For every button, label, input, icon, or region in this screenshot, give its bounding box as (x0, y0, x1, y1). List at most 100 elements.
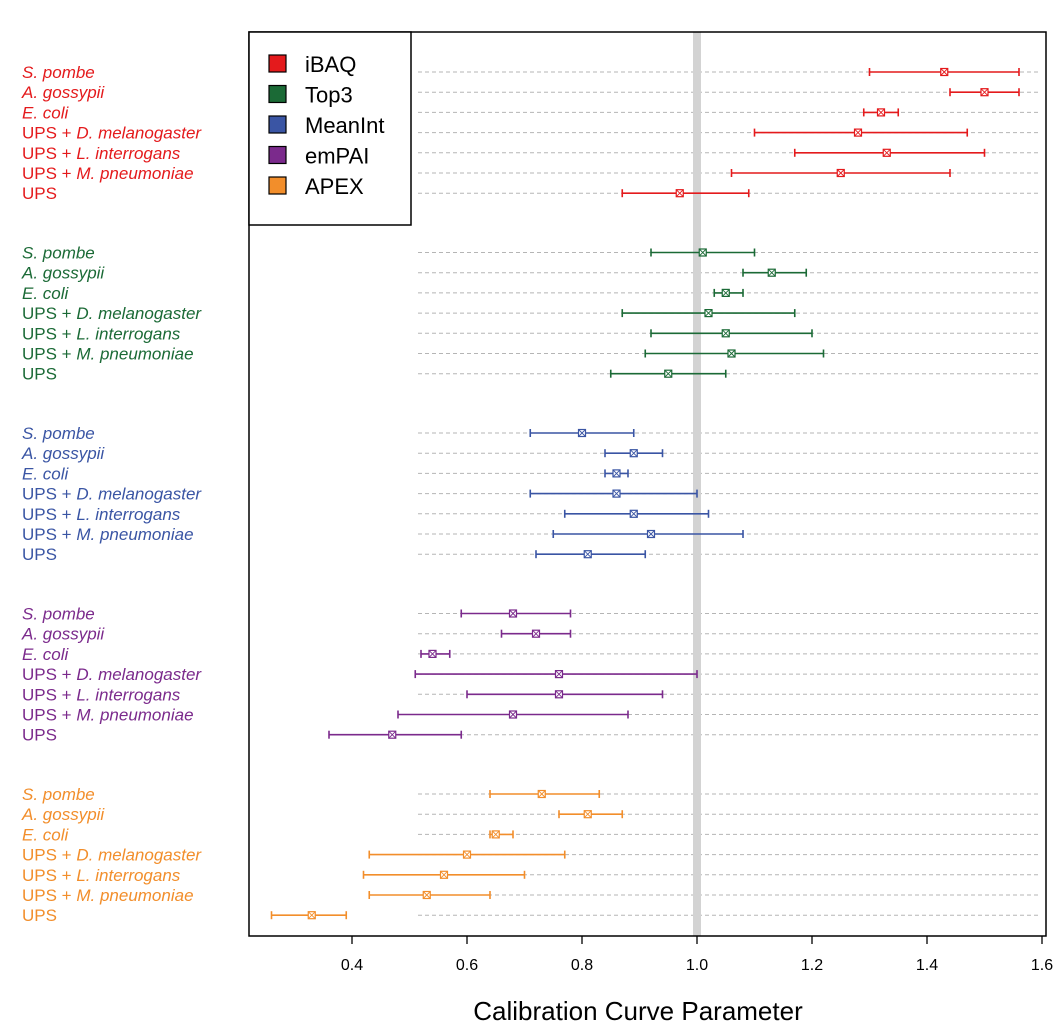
category-prefix: UPS + (22, 525, 76, 544)
category-organism: M. pneumoniae (76, 164, 193, 183)
point-marker-cross (877, 108, 885, 117)
category-label: UPS + M. pneumoniae (22, 525, 194, 544)
error-bar-top3 (644, 349, 825, 358)
x-tick-label: 0.6 (456, 957, 478, 974)
error-bar-top3 (650, 248, 756, 257)
x-tick-label: 1.2 (801, 957, 823, 974)
category-label: A. gossypii (21, 625, 105, 644)
point-marker-cross (509, 710, 517, 719)
category-organism: E. coli (22, 284, 70, 303)
category-prefix: UPS + (22, 124, 76, 143)
category-organism: S. pombe (22, 424, 95, 443)
point-marker-cross (721, 289, 730, 297)
error-bar-apex (489, 789, 601, 799)
category-prefix: UPS + (22, 706, 76, 725)
point-marker-cross (463, 850, 471, 859)
error-bar-top3 (650, 329, 813, 338)
category-organism: L. interrogans (76, 685, 180, 704)
category-organism: E. coli (22, 825, 70, 844)
error-bar-ibaq (730, 168, 951, 178)
point-marker-cross (727, 349, 736, 358)
error-bar-empai (397, 710, 629, 719)
category-label: UPS + D. melanogaster (22, 304, 202, 323)
point-marker-cross (836, 169, 845, 177)
legend-swatch (268, 176, 287, 195)
row-gridlines (418, 71, 1038, 916)
category-label: UPS + M. pneumoniae (22, 886, 194, 905)
error-bar-apex (368, 850, 566, 859)
category-label: UPS + L. interrogans (22, 866, 181, 885)
error-bar-empai (460, 609, 572, 618)
error-bar-meanint (552, 529, 744, 539)
error-bar-meanint (604, 469, 629, 478)
category-label: S. pombe (22, 244, 95, 263)
x-tick-label: 1.0 (686, 957, 708, 974)
category-label: E. coli (22, 825, 70, 844)
point-marker-cross (629, 509, 638, 518)
category-organism: D. melanogaster (76, 665, 202, 684)
category-label: A. gossypii (21, 444, 105, 463)
category-prefix: UPS + (22, 324, 76, 343)
point-marker-cross (440, 870, 448, 879)
category-label: UPS + L. interrogans (22, 324, 181, 343)
x-tick-label: 1.4 (916, 957, 938, 974)
point-marker-cross (698, 248, 707, 257)
category-organism: L. interrogans (76, 324, 180, 343)
error-bar-top3 (713, 288, 744, 297)
category-label: UPS + L. interrogans (22, 144, 181, 163)
error-bar-apex (362, 870, 526, 879)
category-prefix: UPS + (22, 164, 76, 183)
category-label: E. coli (22, 645, 70, 664)
category-organism: D. melanogaster (76, 846, 202, 865)
legend-label: iBAQ (305, 52, 356, 77)
category-label: E. coli (22, 284, 70, 303)
error-bar-meanint (535, 550, 647, 559)
point-marker-cross (767, 268, 776, 277)
category-organism: D. melanogaster (76, 124, 202, 143)
point-marker-cross (882, 148, 891, 157)
category-label: UPS (22, 365, 57, 384)
category-prefix: UPS (22, 365, 57, 384)
error-bar-top3 (621, 309, 796, 318)
legend-item-ibaq: iBAQ (268, 52, 356, 77)
point-marker-cross (583, 550, 592, 559)
point-marker-cross (704, 309, 713, 317)
category-label: UPS + D. melanogaster (22, 665, 202, 684)
category-organism: L. interrogans (76, 866, 180, 885)
x-axis-title: Calibration Curve Parameter (473, 996, 803, 1026)
category-organism: M. pneumoniae (76, 706, 193, 725)
error-bar-apex (270, 911, 348, 920)
category-label: UPS + D. melanogaster (22, 846, 202, 865)
category-organism: A. gossypii (21, 264, 105, 283)
legend-item-apex: APEX (268, 174, 364, 199)
category-label: A. gossypii (21, 805, 105, 824)
category-organism: E. coli (22, 103, 70, 122)
category-prefix: UPS (22, 906, 57, 925)
category-organism: M. pneumoniae (76, 345, 193, 364)
category-prefix: UPS + (22, 144, 76, 163)
category-organism: M. pneumoniae (76, 886, 193, 905)
x-tick-label: 1.6 (1031, 957, 1053, 974)
category-prefix: UPS + (22, 304, 76, 323)
plot-frame (248, 31, 1047, 937)
category-organism: S. pombe (22, 63, 95, 82)
category-label: UPS (22, 726, 57, 745)
category-prefix: UPS (22, 184, 57, 203)
category-organism: L. interrogans (76, 505, 180, 524)
point-marker-cross (537, 790, 546, 798)
legend-label: Top3 (305, 83, 353, 108)
category-organism: L. interrogans (76, 144, 180, 163)
point-marker-cross (675, 189, 684, 198)
error-bar-empai (466, 690, 664, 699)
category-label: UPS (22, 184, 57, 203)
error-bar-top3 (609, 369, 727, 378)
error-bar-meanint (604, 449, 664, 458)
point-marker-cross (555, 670, 563, 678)
error-bar-ibaq (868, 67, 1020, 77)
error-bar-ibaq (949, 88, 1020, 97)
error-bars (270, 67, 1020, 920)
error-bar-meanint (529, 489, 698, 498)
point-marker-cross (422, 891, 431, 899)
category-organism: A. gossypii (21, 805, 105, 824)
